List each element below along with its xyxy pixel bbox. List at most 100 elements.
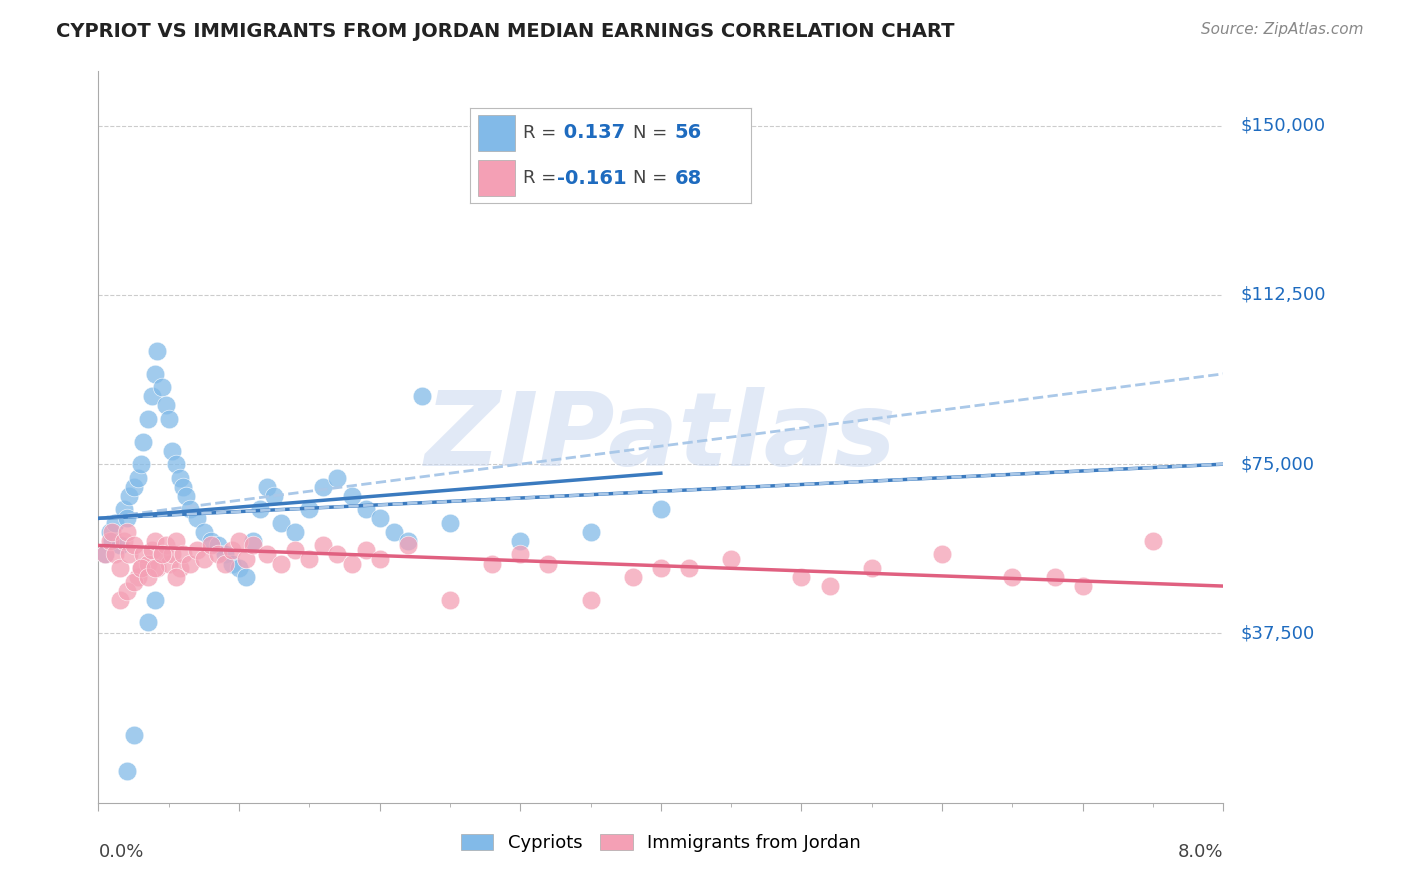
Point <box>1001 570 1024 584</box>
Text: $75,000: $75,000 <box>1240 455 1315 473</box>
Text: $37,500: $37,500 <box>1240 624 1315 642</box>
Point <box>235 570 257 584</box>
Point <box>207 548 229 562</box>
Point <box>818 579 841 593</box>
Point <box>115 583 138 598</box>
Point <box>157 412 180 426</box>
Point <box>132 548 155 562</box>
Point <box>326 548 349 562</box>
Point <box>101 524 124 539</box>
Point <box>354 543 377 558</box>
Point <box>169 561 191 575</box>
Point <box>1043 570 1066 584</box>
Point <box>122 538 145 552</box>
Point <box>256 548 278 562</box>
Point <box>98 533 121 548</box>
Point <box>242 533 264 548</box>
Point <box>537 557 560 571</box>
Point <box>249 502 271 516</box>
Point <box>174 489 197 503</box>
Point <box>94 548 117 562</box>
Point <box>136 570 159 584</box>
Point <box>340 557 363 571</box>
Point <box>179 557 201 571</box>
Point <box>115 764 138 779</box>
Point <box>179 502 201 516</box>
Text: Source: ZipAtlas.com: Source: ZipAtlas.com <box>1201 22 1364 37</box>
Point <box>172 548 194 562</box>
Point <box>143 367 166 381</box>
Point <box>382 524 405 539</box>
Text: CYPRIOT VS IMMIGRANTS FROM JORDAN MEDIAN EARNINGS CORRELATION CHART: CYPRIOT VS IMMIGRANTS FROM JORDAN MEDIAN… <box>56 22 955 41</box>
Point <box>228 533 250 548</box>
Point <box>143 533 166 548</box>
Point <box>155 538 177 552</box>
Point <box>160 548 183 562</box>
Point <box>146 344 169 359</box>
Point <box>132 434 155 449</box>
Point <box>396 538 419 552</box>
Point <box>221 543 243 558</box>
Point <box>650 561 672 575</box>
Point <box>193 524 215 539</box>
Point <box>439 592 461 607</box>
Point <box>150 548 173 562</box>
Point <box>104 548 127 562</box>
Point <box>193 552 215 566</box>
Text: 8.0%: 8.0% <box>1178 843 1223 861</box>
Point <box>157 557 180 571</box>
Point <box>186 511 208 525</box>
Point <box>112 502 135 516</box>
Point <box>186 543 208 558</box>
Point <box>396 533 419 548</box>
Text: ZIPatlas: ZIPatlas <box>425 386 897 488</box>
Point <box>579 524 602 539</box>
Point <box>129 561 152 575</box>
Point <box>207 538 229 552</box>
Point <box>155 399 177 413</box>
Point <box>678 561 700 575</box>
Point <box>326 471 349 485</box>
Point <box>200 533 222 548</box>
Point <box>136 557 159 571</box>
Point <box>1071 579 1094 593</box>
Point <box>284 524 307 539</box>
Point <box>263 489 285 503</box>
Point <box>118 489 141 503</box>
Point <box>221 557 243 571</box>
Point <box>256 480 278 494</box>
Point <box>312 538 335 552</box>
Point <box>368 511 391 525</box>
Point <box>172 480 194 494</box>
Point <box>720 552 742 566</box>
Point <box>340 489 363 503</box>
Point <box>141 543 163 558</box>
Point <box>298 552 321 566</box>
Point <box>860 561 883 575</box>
Point <box>509 533 531 548</box>
Point <box>136 615 159 630</box>
Point <box>298 502 321 516</box>
Point <box>214 548 236 562</box>
Point <box>122 574 145 589</box>
Point <box>165 457 187 471</box>
Point <box>270 516 292 530</box>
Point <box>129 457 152 471</box>
Point <box>312 480 335 494</box>
Point <box>235 552 257 566</box>
Point <box>621 570 644 584</box>
Point <box>509 548 531 562</box>
Point <box>108 538 131 552</box>
Point <box>115 511 138 525</box>
Point <box>104 516 127 530</box>
Point <box>129 561 152 575</box>
Point <box>94 548 117 562</box>
Point <box>127 471 149 485</box>
Point <box>150 380 173 394</box>
Point <box>118 548 141 562</box>
Point <box>146 561 169 575</box>
Point <box>368 552 391 566</box>
Point <box>214 557 236 571</box>
Text: $112,500: $112,500 <box>1240 285 1326 304</box>
Point <box>165 533 187 548</box>
